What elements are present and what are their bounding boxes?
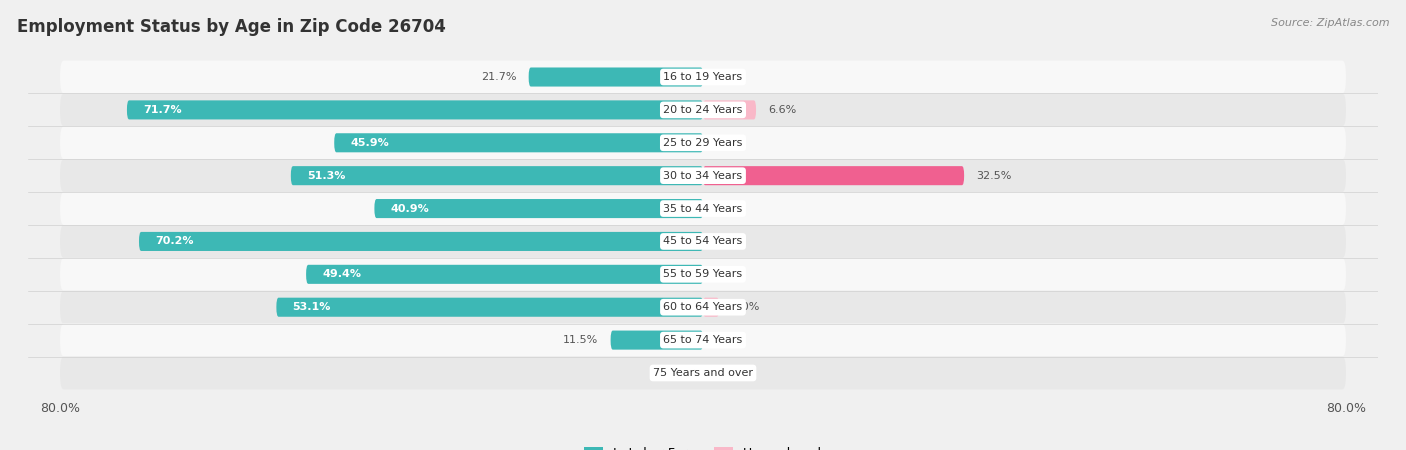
FancyBboxPatch shape — [60, 61, 1346, 94]
Text: 35 to 44 Years: 35 to 44 Years — [664, 203, 742, 214]
FancyBboxPatch shape — [127, 100, 703, 119]
Text: 0.0%: 0.0% — [716, 368, 744, 378]
FancyBboxPatch shape — [374, 199, 703, 218]
Text: 0.0%: 0.0% — [662, 368, 690, 378]
Text: 16 to 19 Years: 16 to 19 Years — [664, 72, 742, 82]
Text: 20 to 24 Years: 20 to 24 Years — [664, 105, 742, 115]
Text: 65 to 74 Years: 65 to 74 Years — [664, 335, 742, 345]
Legend: In Labor Force, Unemployed: In Labor Force, Unemployed — [579, 442, 827, 450]
Text: 0.0%: 0.0% — [716, 335, 744, 345]
Text: 45 to 54 Years: 45 to 54 Years — [664, 236, 742, 247]
FancyBboxPatch shape — [60, 356, 1346, 389]
Text: 30 to 34 Years: 30 to 34 Years — [664, 171, 742, 180]
Text: 70.2%: 70.2% — [155, 236, 194, 247]
FancyBboxPatch shape — [291, 166, 703, 185]
Text: Employment Status by Age in Zip Code 26704: Employment Status by Age in Zip Code 267… — [17, 18, 446, 36]
FancyBboxPatch shape — [307, 265, 703, 284]
Text: Source: ZipAtlas.com: Source: ZipAtlas.com — [1271, 18, 1389, 28]
Text: 0.0%: 0.0% — [716, 72, 744, 82]
Text: 0.0%: 0.0% — [716, 203, 744, 214]
Text: 51.3%: 51.3% — [307, 171, 346, 180]
FancyBboxPatch shape — [60, 159, 1346, 192]
Text: 25 to 29 Years: 25 to 29 Years — [664, 138, 742, 148]
Text: 60 to 64 Years: 60 to 64 Years — [664, 302, 742, 312]
FancyBboxPatch shape — [139, 232, 703, 251]
FancyBboxPatch shape — [60, 258, 1346, 291]
FancyBboxPatch shape — [610, 331, 703, 350]
Text: 32.5%: 32.5% — [976, 171, 1011, 180]
Text: 55 to 59 Years: 55 to 59 Years — [664, 270, 742, 279]
Text: 45.9%: 45.9% — [350, 138, 389, 148]
FancyBboxPatch shape — [529, 68, 703, 86]
Text: 0.0%: 0.0% — [716, 236, 744, 247]
Text: 6.6%: 6.6% — [768, 105, 796, 115]
FancyBboxPatch shape — [60, 192, 1346, 225]
FancyBboxPatch shape — [703, 100, 756, 119]
FancyBboxPatch shape — [703, 166, 965, 185]
Text: 0.0%: 0.0% — [716, 270, 744, 279]
Text: 71.7%: 71.7% — [143, 105, 181, 115]
Text: 75 Years and over: 75 Years and over — [652, 368, 754, 378]
FancyBboxPatch shape — [60, 225, 1346, 258]
FancyBboxPatch shape — [277, 298, 703, 317]
Text: 11.5%: 11.5% — [564, 335, 599, 345]
Text: 21.7%: 21.7% — [481, 72, 516, 82]
Text: 49.4%: 49.4% — [322, 270, 361, 279]
FancyBboxPatch shape — [703, 298, 718, 317]
FancyBboxPatch shape — [60, 291, 1346, 324]
FancyBboxPatch shape — [60, 94, 1346, 126]
FancyBboxPatch shape — [335, 133, 703, 152]
Text: 0.0%: 0.0% — [716, 138, 744, 148]
Text: 53.1%: 53.1% — [292, 302, 330, 312]
Text: 40.9%: 40.9% — [391, 203, 429, 214]
FancyBboxPatch shape — [60, 126, 1346, 159]
FancyBboxPatch shape — [60, 324, 1346, 356]
Text: 2.0%: 2.0% — [731, 302, 759, 312]
